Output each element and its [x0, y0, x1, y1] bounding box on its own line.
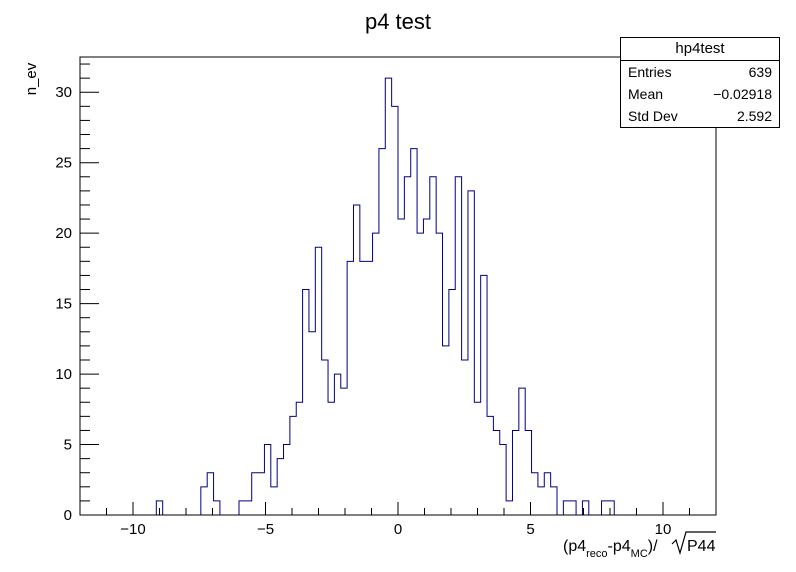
- histogram-bin: [290, 416, 296, 515]
- stats-title: hp4test: [621, 38, 779, 61]
- histogram-bin: [322, 360, 328, 515]
- x-tick-label: −10: [120, 521, 145, 538]
- histogram-bin: [563, 501, 569, 515]
- y-tick-label: 30: [55, 84, 72, 101]
- histogram-bin: [602, 501, 608, 515]
- histogram-bin: [455, 177, 461, 515]
- histogram-bin: [309, 332, 315, 515]
- y-tick-label: 25: [55, 155, 72, 172]
- histogram-bin: [201, 487, 207, 515]
- histogram-bin: [245, 501, 251, 515]
- histogram-bin: [449, 290, 455, 515]
- histogram-bin: [334, 374, 340, 515]
- stats-row-entries: Entries 639: [621, 61, 779, 83]
- x-axis-label: (p4reco-p4MC)/ P44: [563, 531, 716, 560]
- axis-ticks: [80, 63, 690, 516]
- stats-box: hp4test Entries 639 Mean −0.02918 Std De…: [620, 37, 780, 128]
- y-tick-label: 20: [55, 225, 72, 242]
- histogram-bin: [411, 149, 417, 515]
- histogram-bin: [398, 219, 404, 515]
- stats-row-mean: Mean −0.02918: [621, 83, 779, 105]
- histogram-bin: [271, 487, 277, 515]
- y-tick-label: 10: [55, 366, 72, 383]
- histogram-bin: [493, 430, 499, 515]
- histogram-bin: [373, 233, 379, 515]
- stats-label: Entries: [628, 64, 672, 80]
- histogram-bin: [436, 233, 442, 515]
- histogram-bin: [481, 275, 487, 515]
- histogram-bin: [551, 487, 557, 515]
- histogram-bin: [532, 473, 538, 515]
- x-tick-label: 10: [655, 521, 672, 538]
- histogram-bin: [379, 149, 385, 515]
- stats-label: Std Dev: [628, 108, 678, 124]
- histogram-bin: [430, 177, 436, 515]
- histogram-bin: [277, 459, 283, 515]
- histogram-bin: [474, 402, 480, 515]
- histogram-bin: [570, 501, 576, 515]
- histogram-bin: [538, 487, 544, 515]
- histogram-bin: [512, 430, 518, 515]
- axis-tick-labels: −10 −5 0 5 10 0 5 10 15 20 25 30: [55, 84, 671, 538]
- stats-value: −0.02918: [713, 86, 772, 102]
- histogram-bin: [462, 360, 468, 515]
- histogram-bin: [544, 473, 550, 515]
- histogram-bin: [328, 402, 334, 515]
- x-tick-label: 0: [394, 521, 402, 538]
- histogram-bin: [500, 445, 506, 515]
- histogram-bin: [487, 416, 493, 515]
- histogram-bin: [404, 177, 410, 515]
- histogram-bin: [392, 106, 398, 515]
- histogram-bin: [468, 191, 474, 515]
- histogram-bin: [608, 501, 614, 515]
- histogram-bin: [443, 346, 449, 515]
- histogram-bin: [347, 261, 353, 515]
- x-label-radicand: P44: [687, 538, 716, 555]
- x-label-sub-mc: MC: [631, 548, 648, 560]
- histogram-outline: [155, 77, 615, 515]
- y-tick-label: 15: [55, 296, 72, 313]
- y-tick-label: 0: [64, 507, 72, 524]
- stats-value: 2.592: [736, 108, 772, 124]
- x-label-close: )/: [648, 538, 658, 555]
- histogram-bin: [296, 402, 302, 515]
- stats-label: Mean: [628, 86, 664, 102]
- histogram-bin: [315, 247, 321, 515]
- histogram-bin: [214, 501, 220, 515]
- x-label-open: (p4: [563, 538, 586, 555]
- y-tick-label: 5: [64, 437, 72, 454]
- histogram-bin: [239, 501, 245, 515]
- histogram-bin: [423, 219, 429, 515]
- histogram-bin: [360, 261, 366, 515]
- stats-row-stddev: Std Dev 2.592: [621, 105, 779, 127]
- histogram-bin: [385, 78, 391, 515]
- x-tick-label: −5: [257, 521, 274, 538]
- x-tick-label: 5: [526, 521, 534, 538]
- sqrt-sign: [671, 531, 716, 556]
- histogram-bin: [417, 233, 423, 515]
- histogram-bin: [258, 473, 264, 515]
- histogram-bin: [341, 388, 347, 515]
- histogram-bin: [252, 473, 258, 515]
- histogram-bin: [519, 388, 525, 515]
- x-label-minus: -p4: [608, 538, 631, 555]
- histogram-bin: [303, 290, 309, 515]
- x-label-sub-reco: reco: [586, 548, 607, 560]
- histogram-bin: [353, 205, 359, 515]
- histogram-bin: [284, 445, 290, 515]
- histogram-bin: [366, 261, 372, 515]
- y-axis-label: n_ev: [23, 62, 40, 95]
- histogram-bin: [506, 501, 512, 515]
- svg-text:(p4reco-p4MC)/: (p4reco-p4MC)/: [563, 538, 658, 560]
- stats-value: 639: [748, 64, 772, 80]
- chart-title: p4 test: [365, 9, 431, 34]
